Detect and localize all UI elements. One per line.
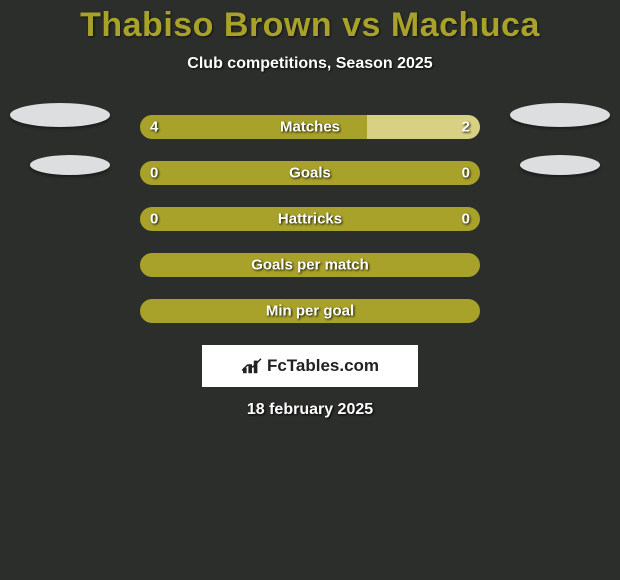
stat-bar: 0 Hattricks 0 — [140, 207, 480, 231]
stat-value-right: 0 — [462, 165, 470, 182]
stat-label: Matches — [280, 119, 340, 136]
stat-value-right: 0 — [462, 211, 470, 228]
branding-box: FcTables.com — [202, 345, 418, 387]
stat-label: Goals — [289, 165, 331, 182]
stat-label: Goals per match — [251, 257, 369, 274]
date-text: 18 february 2025 — [0, 401, 620, 419]
stat-row: Goals per match — [0, 253, 620, 277]
subtitle: Club competitions, Season 2025 — [0, 55, 620, 73]
bar-chart-icon — [241, 357, 263, 375]
stat-label: Min per goal — [266, 303, 354, 320]
stat-row: Min per goal — [0, 299, 620, 323]
stat-bar: Min per goal — [140, 299, 480, 323]
stat-bar: 4 Matches 2 — [140, 115, 480, 139]
stat-bar: Goals per match — [140, 253, 480, 277]
branding-text: FcTables.com — [267, 356, 379, 376]
stat-label: Hattricks — [278, 211, 342, 228]
stat-value-left: 0 — [150, 165, 158, 182]
stats-rows: 4 Matches 2 0 Goals 0 0 Hattricks 0 — [0, 115, 620, 323]
comparison-infographic: Thabiso Brown vs Machuca Club competitio… — [0, 0, 620, 419]
stat-value-left: 4 — [150, 119, 158, 136]
stat-value-right: 2 — [462, 119, 470, 136]
stat-row: 0 Goals 0 — [0, 161, 620, 185]
stat-bar: 0 Goals 0 — [140, 161, 480, 185]
stat-row: 0 Hattricks 0 — [0, 207, 620, 231]
stat-row: 4 Matches 2 — [0, 115, 620, 139]
page-title: Thabiso Brown vs Machuca — [0, 6, 620, 45]
stat-value-left: 0 — [150, 211, 158, 228]
